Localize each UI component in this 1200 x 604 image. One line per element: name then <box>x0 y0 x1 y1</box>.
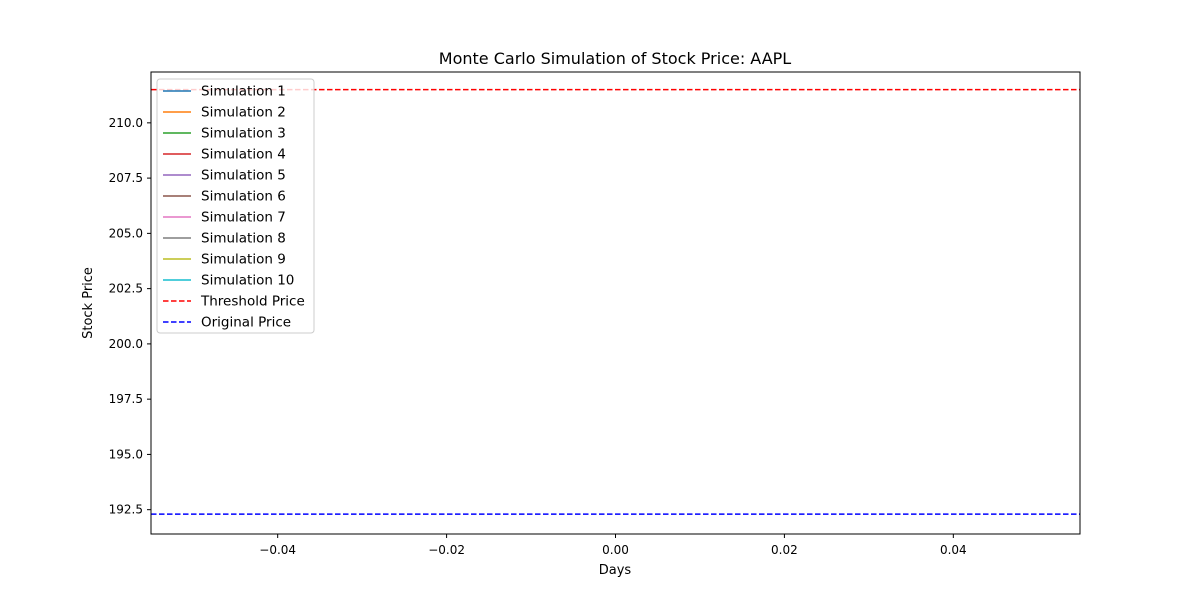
legend-label: Simulation 3 <box>201 126 286 142</box>
legend-label: Simulation 8 <box>201 231 286 247</box>
y-tick-label: 210.0 <box>109 116 143 130</box>
legend-frame <box>156 78 315 334</box>
y-tick-label: 195.0 <box>109 447 143 461</box>
y-tick-label: 197.5 <box>109 392 143 406</box>
x-tick-label: −0.04 <box>259 543 296 557</box>
x-tick-label: 0.04 <box>940 543 967 557</box>
y-axis-ticks: 192.5 195.0 197.5 200.0 202.5 205.0 207.5 210.0 <box>109 116 151 517</box>
y-axis-label: Stock Price <box>81 267 96 339</box>
legend-label: Simulation 4 <box>201 147 286 163</box>
x-axis-ticks: −0.04 −0.02 0.00 0.02 0.04 <box>259 534 967 557</box>
y-tick-label: 202.5 <box>109 282 143 296</box>
legend-label: Simulation 7 <box>201 210 286 226</box>
x-axis-label: Days <box>599 563 632 578</box>
x-tick-label: −0.02 <box>428 543 465 557</box>
chart-title: Monte Carlo Simulation of Stock Price: A… <box>439 49 791 68</box>
legend-label: Threshold Price <box>200 294 305 310</box>
legend-label: Simulation 10 <box>201 273 294 289</box>
y-tick-label: 205.0 <box>109 226 143 240</box>
legend-label: Simulation 9 <box>201 252 286 268</box>
legend-label: Simulation 5 <box>201 168 286 184</box>
y-tick-label: 200.0 <box>109 337 143 351</box>
chart-legend: Simulation 1 Simulation 2 Simulation 3 Simu… <box>156 78 315 334</box>
legend-label: Simulation 6 <box>201 189 286 205</box>
legend-label: Simulation 1 <box>201 84 286 100</box>
x-tick-label: 0.02 <box>771 543 798 557</box>
legend-label: Simulation 2 <box>201 105 286 121</box>
y-tick-label: 207.5 <box>109 171 143 185</box>
legend-label: Original Price <box>201 315 291 331</box>
y-tick-label: 192.5 <box>109 503 143 517</box>
x-tick-label: 0.00 <box>602 543 629 557</box>
